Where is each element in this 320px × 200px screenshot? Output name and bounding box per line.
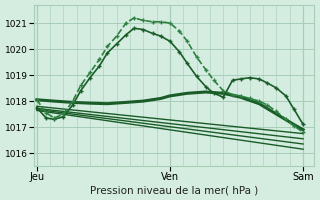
X-axis label: Pression niveau de la mer( hPa ): Pression niveau de la mer( hPa ) xyxy=(90,185,258,195)
